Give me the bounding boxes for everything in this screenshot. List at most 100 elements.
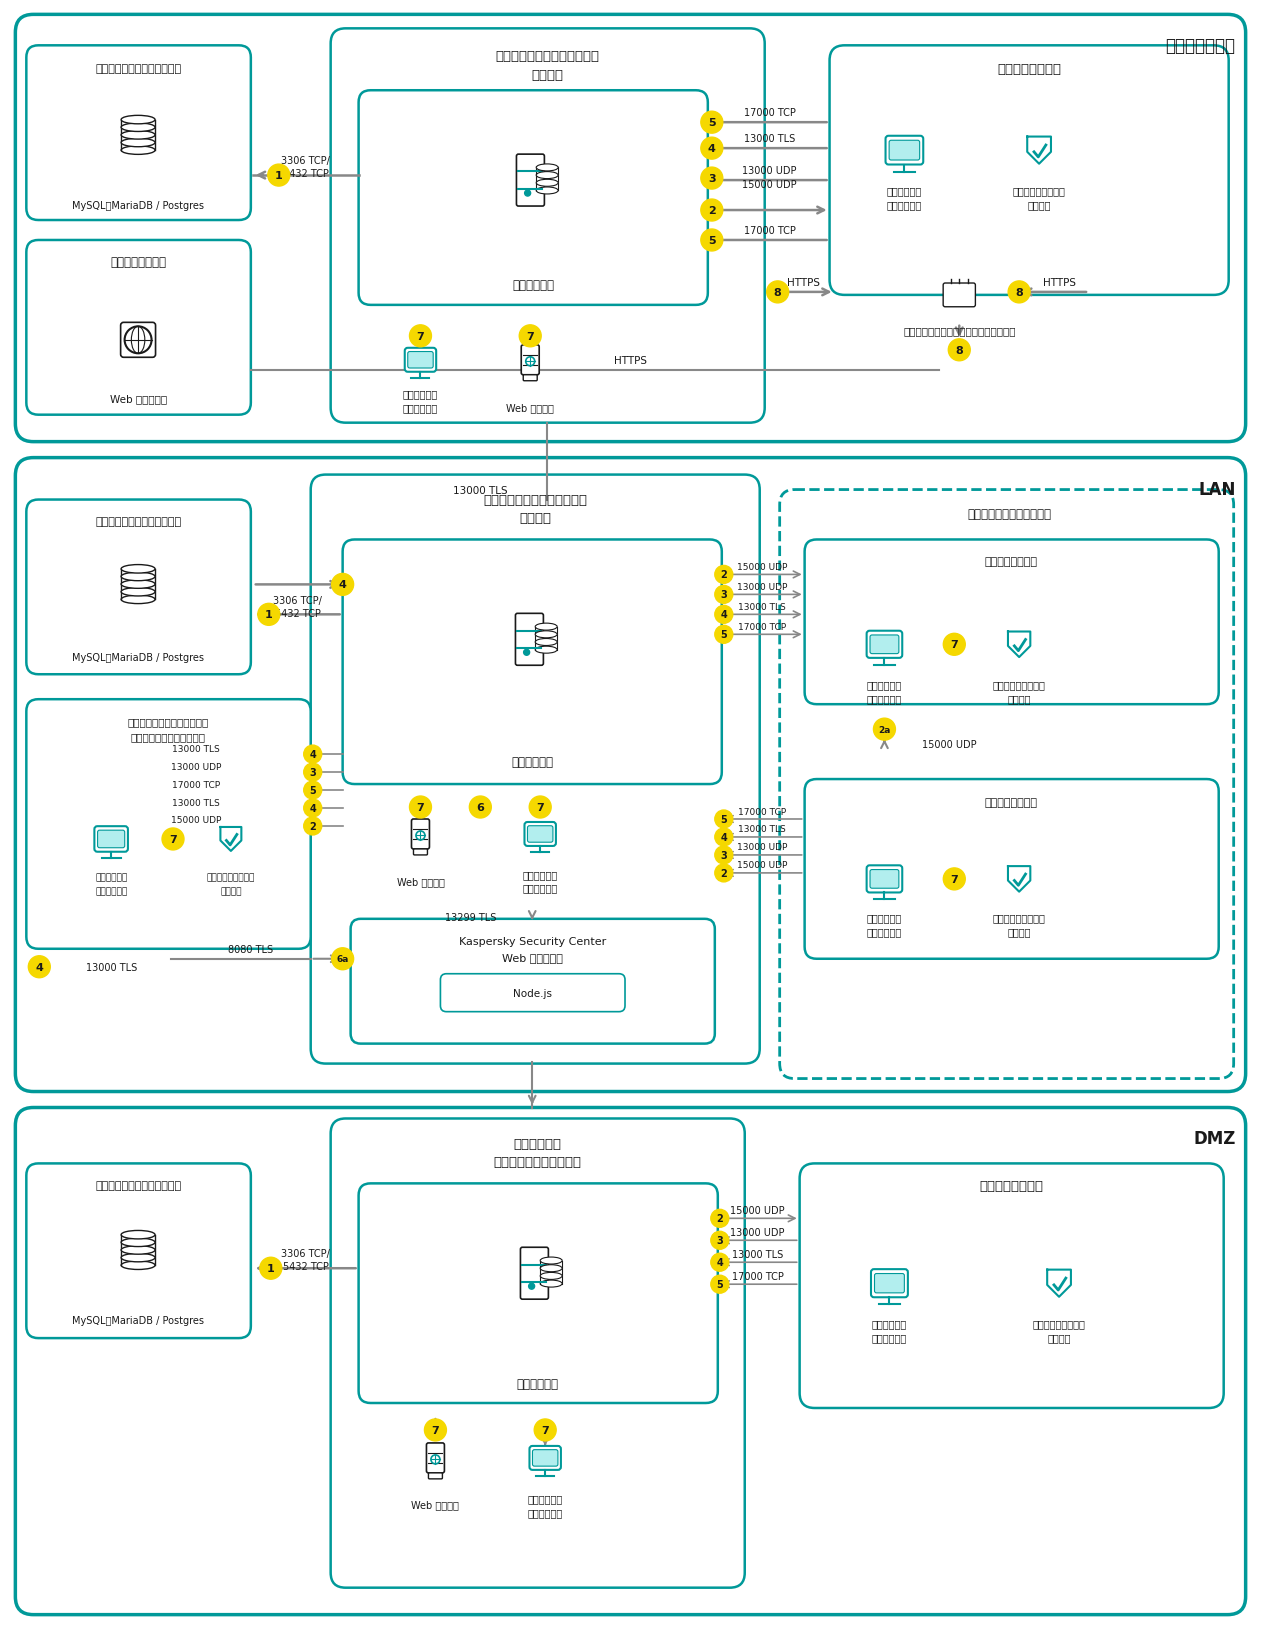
FancyBboxPatch shape [330, 1118, 745, 1588]
Text: 4: 4 [35, 962, 43, 971]
Ellipse shape [121, 116, 155, 126]
FancyBboxPatch shape [95, 826, 127, 852]
Text: 管理対象デバイス: 管理対象デバイス [985, 557, 1038, 567]
FancyBboxPatch shape [26, 46, 251, 222]
Ellipse shape [536, 181, 559, 187]
Ellipse shape [535, 631, 557, 639]
Ellipse shape [121, 1253, 155, 1262]
Text: ネットワーク: ネットワーク [95, 872, 127, 882]
FancyBboxPatch shape [530, 1446, 561, 1470]
Text: ネットワーク: ネットワーク [871, 1319, 907, 1328]
Text: 5432 TCP: 5432 TCP [282, 170, 329, 179]
Text: 7: 7 [431, 1425, 439, 1434]
FancyBboxPatch shape [310, 476, 759, 1064]
Text: 5432 TCP: 5432 TCP [275, 610, 320, 619]
Text: 2: 2 [309, 822, 317, 831]
Ellipse shape [121, 566, 155, 574]
FancyBboxPatch shape [411, 820, 430, 849]
Text: データベースのあるデバイス: データベースのあるデバイス [95, 517, 182, 526]
Text: 13000 TLS: 13000 TLS [738, 603, 786, 611]
Text: 管理対象のセキュリ: 管理対象のセキュリ [207, 872, 255, 882]
Circle shape [701, 139, 723, 160]
Text: 5: 5 [309, 786, 317, 795]
Text: エージェント: エージェント [402, 403, 438, 412]
Text: リビューションポイント）: リビューションポイント） [131, 732, 206, 742]
Circle shape [525, 191, 531, 197]
Text: 17000 TCP: 17000 TCP [738, 807, 786, 817]
Ellipse shape [121, 580, 155, 588]
Circle shape [715, 864, 733, 882]
Text: 15000 UDP: 15000 UDP [743, 179, 797, 191]
Text: 管理サーバー: 管理サーバー [513, 1138, 561, 1151]
Text: 5432 TCP: 5432 TCP [282, 1262, 329, 1271]
Text: 管理対象のセキュリ: 管理対象のセキュリ [1033, 1319, 1086, 1328]
Text: 13000 TLS: 13000 TLS [171, 799, 219, 807]
Circle shape [715, 828, 733, 846]
Circle shape [701, 230, 723, 251]
Text: 5: 5 [707, 117, 716, 129]
Text: 13000 TLS: 13000 TLS [744, 134, 796, 143]
Ellipse shape [540, 1273, 562, 1280]
Circle shape [711, 1232, 729, 1250]
Circle shape [304, 745, 322, 763]
FancyBboxPatch shape [330, 29, 764, 424]
Ellipse shape [121, 147, 155, 155]
Text: 3306 TCP/: 3306 TCP/ [281, 156, 330, 166]
Circle shape [1008, 282, 1030, 303]
Text: 3: 3 [720, 590, 728, 600]
FancyBboxPatch shape [870, 636, 899, 654]
Circle shape [701, 112, 723, 134]
Text: ネットワーク: ネットワーク [866, 680, 902, 689]
FancyBboxPatch shape [426, 1443, 444, 1474]
Text: 管理サーバー: 管理サーバー [511, 755, 554, 768]
Polygon shape [1008, 867, 1030, 892]
FancyBboxPatch shape [358, 1183, 718, 1403]
Text: デバイス: デバイス [531, 68, 564, 82]
Circle shape [701, 200, 723, 222]
Ellipse shape [536, 165, 559, 171]
Text: 管理対象デバイス: 管理対象デバイス [979, 1178, 1043, 1192]
Circle shape [332, 574, 353, 597]
Text: 5: 5 [720, 629, 728, 641]
FancyBboxPatch shape [351, 919, 715, 1043]
FancyBboxPatch shape [889, 142, 919, 161]
Text: 7: 7 [526, 331, 535, 342]
FancyBboxPatch shape [15, 15, 1246, 442]
Polygon shape [1008, 632, 1030, 657]
FancyBboxPatch shape [521, 1247, 549, 1299]
Text: 13000 UDP: 13000 UDP [736, 843, 787, 852]
Text: 7: 7 [536, 802, 543, 812]
Circle shape [715, 606, 733, 624]
Text: 管理サーバー（セカンダリ）: 管理サーバー（セカンダリ） [496, 51, 599, 64]
FancyBboxPatch shape [26, 699, 310, 949]
Polygon shape [1028, 137, 1050, 165]
Circle shape [948, 339, 970, 362]
Circle shape [257, 605, 280, 626]
Circle shape [701, 168, 723, 191]
Ellipse shape [536, 187, 559, 196]
Circle shape [410, 797, 431, 818]
FancyBboxPatch shape [440, 975, 625, 1012]
Text: 管理サーバー: 管理サーバー [516, 1377, 559, 1390]
Text: 1: 1 [265, 610, 272, 619]
Text: 管理対象のセキュリ: 管理対象のセキュリ [1013, 186, 1066, 196]
FancyBboxPatch shape [97, 831, 125, 848]
Text: ティ製品: ティ製品 [1028, 200, 1050, 210]
FancyBboxPatch shape [779, 491, 1233, 1079]
Circle shape [715, 846, 733, 864]
Text: 13000 UDP: 13000 UDP [743, 166, 797, 176]
Circle shape [267, 165, 290, 187]
Text: 4: 4 [720, 833, 728, 843]
Text: Web サーバー: Web サーバー [506, 403, 554, 412]
Text: 15000 UDP: 15000 UDP [730, 1206, 786, 1216]
Text: 17000 TCP: 17000 TCP [744, 108, 796, 117]
Ellipse shape [121, 595, 155, 605]
FancyBboxPatch shape [15, 1108, 1246, 1615]
Text: 17000 TCP: 17000 TCP [738, 623, 786, 631]
FancyBboxPatch shape [532, 1449, 557, 1467]
Text: Web サーバー: Web サーバー [411, 1500, 459, 1509]
Text: 7: 7 [541, 1425, 549, 1434]
FancyBboxPatch shape [516, 615, 543, 665]
Text: エージェント: エージェント [527, 1506, 562, 1518]
FancyBboxPatch shape [525, 823, 556, 846]
